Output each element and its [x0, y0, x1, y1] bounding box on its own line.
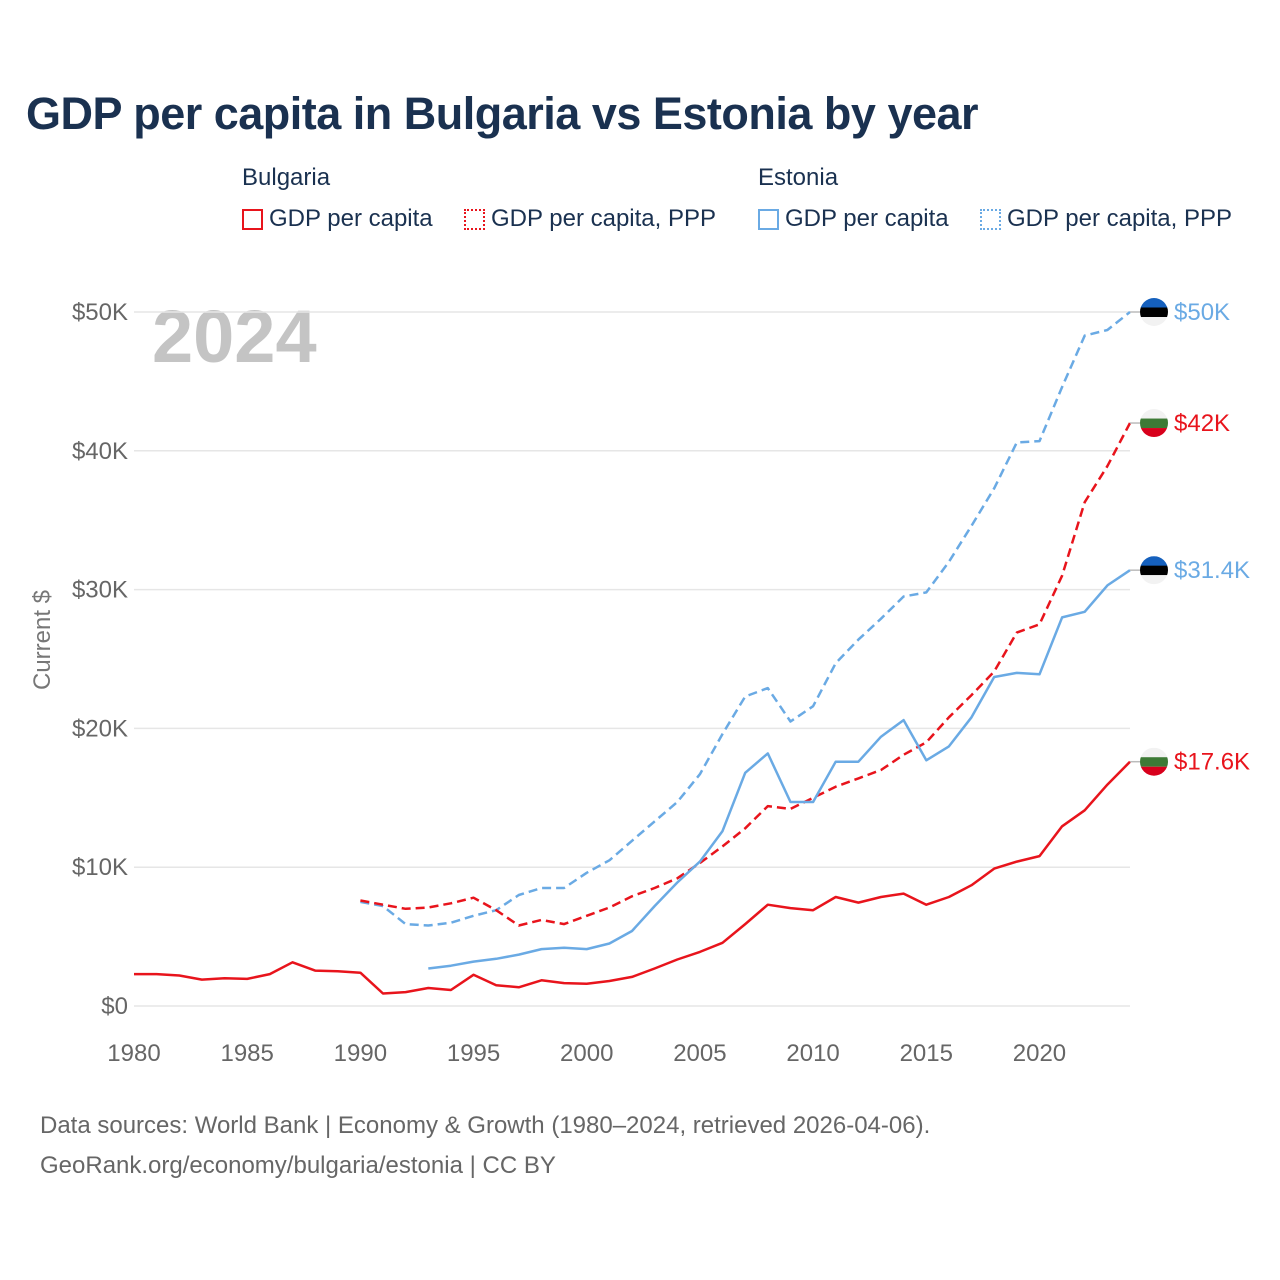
flag-icon-estonia [1140, 556, 1168, 585]
legend-item-estonia-gdp-ppp[interactable]: GDP per capita, PPP [980, 204, 1232, 234]
legend-swatch-dotted [980, 208, 1001, 230]
legend-label: GDP per capita [269, 205, 433, 232]
legend-swatch-dotted [464, 208, 485, 230]
series-line-estonia-gdp-per-capita-ppp [360, 311, 1131, 927]
x-tick-label: 2020 [1013, 1040, 1066, 1067]
year-watermark: 2024 [152, 295, 317, 378]
legend-group-bulgaria: Bulgaria [242, 164, 331, 191]
end-value-label: $31.4K [1174, 557, 1250, 584]
flag-icon-bulgaria [1140, 409, 1168, 438]
end-value-label: $42K [1174, 410, 1230, 437]
x-tick-label: 1990 [334, 1040, 387, 1067]
legend-item-bulgaria-gdp[interactable]: GDP per capita [242, 204, 433, 234]
page-title: GDP per capita in Bulgaria vs Estonia by… [26, 88, 979, 139]
x-tick-label: 1995 [447, 1040, 500, 1067]
x-tick-label: 2005 [673, 1040, 726, 1067]
x-tick-label: 2010 [786, 1040, 839, 1067]
footer: Data sources: World Bank | Economy & Gro… [40, 1106, 930, 1186]
legend-label: GDP per capita, PPP [1007, 205, 1232, 232]
flag-icon-estonia [1140, 298, 1168, 326]
end-value-label: $50K [1174, 299, 1230, 326]
flag-icon-bulgaria [1140, 747, 1168, 776]
y-tick-label: $30K [72, 577, 128, 604]
y-tick-label: $20K [72, 715, 128, 742]
legend-swatch-solid [242, 208, 263, 230]
legend-label: GDP per capita, PPP [491, 205, 716, 232]
legend-item-estonia-gdp[interactable]: GDP per capita [758, 204, 949, 234]
series-line-bulgaria-gdp-per-capita-ppp [360, 422, 1132, 927]
series-line-bulgaria-gdp-per-capita [134, 760, 1131, 995]
legend-label: GDP per capita [785, 205, 949, 232]
y-tick-label: $0 [101, 993, 128, 1020]
y-tick-label: $10K [72, 854, 128, 881]
x-tick-label: 1980 [107, 1040, 160, 1067]
legend-group-estonia: Estonia [758, 164, 839, 191]
y-tick-label: $40K [72, 438, 128, 465]
y-tick-label: $50K [72, 299, 128, 326]
series-line-estonia-gdp-per-capita [428, 569, 1131, 970]
x-tick-label: 1985 [220, 1040, 273, 1067]
x-tick-label: 2000 [560, 1040, 613, 1067]
footer-attribution: GeoRank.org/economy/bulgaria/estonia | C… [40, 1152, 556, 1179]
x-tick-label: 2015 [900, 1040, 953, 1067]
y-axis-title: Current $ [29, 590, 56, 690]
legend-swatch-solid [758, 208, 779, 230]
footer-sources: Data sources: World Bank | Economy & Gro… [40, 1112, 931, 1139]
end-value-label: $17.6K [1174, 749, 1250, 776]
legend-item-bulgaria-gdp-ppp[interactable]: GDP per capita, PPP [464, 204, 716, 234]
